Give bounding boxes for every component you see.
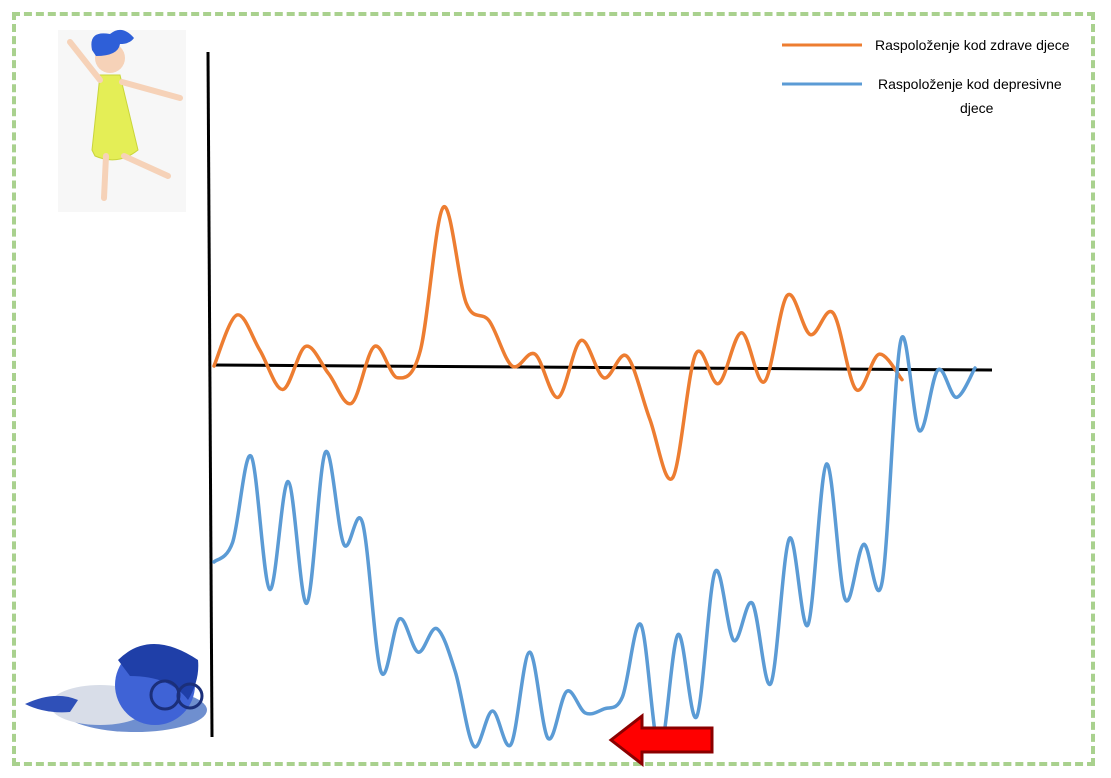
joy-character-icon (58, 29, 186, 212)
dashed-frame (12, 12, 1095, 766)
series-line-depressed (212, 335, 977, 752)
sadness-character-icon (25, 644, 207, 732)
red-arrow-icon (608, 712, 714, 768)
y-axis (206, 51, 214, 738)
legend-label-healthy: Raspoloženje kod zdrave djece (875, 37, 1070, 53)
x-axis (212, 363, 993, 372)
series-line-healthy (212, 205, 904, 481)
legend-label-depressed: Raspoloženje kod depresivne djece (878, 76, 1062, 116)
